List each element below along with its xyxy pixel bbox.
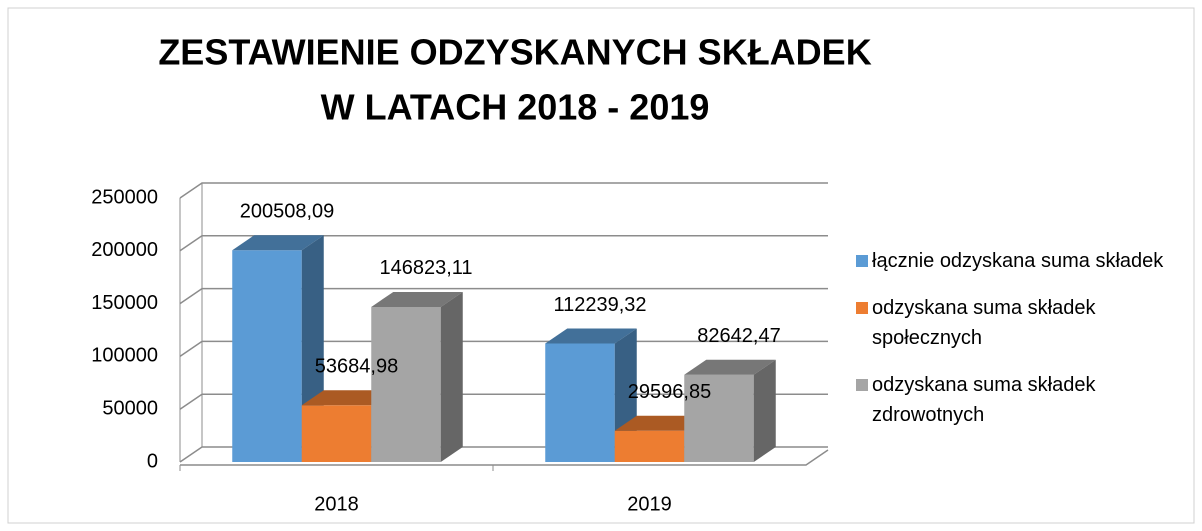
- legend-item: odzyskana suma składek zdrowotnych: [856, 370, 1186, 430]
- chart-title: W LATACH 2018 - 2019: [321, 87, 710, 128]
- bar-front: [614, 430, 685, 462]
- bar-top: [684, 359, 776, 375]
- y-tick-label: 150000: [91, 292, 158, 314]
- bar-top: [545, 328, 637, 344]
- legend-label: łącznie odzyskana suma składek: [872, 250, 1164, 272]
- legend-item: łącznie odzyskana suma składek: [856, 246, 1186, 276]
- bar-front: [545, 343, 615, 462]
- data-label: 200508,09: [240, 201, 335, 223]
- data-label: 29596,85: [628, 381, 711, 403]
- data-label: 112239,32: [553, 294, 646, 316]
- y-tick-label: 250000: [91, 186, 158, 208]
- bar-top: [371, 291, 463, 307]
- bar-front: [232, 250, 302, 462]
- y-tick-label: 50000: [102, 397, 158, 419]
- legend-label: odzyskana suma składek społecznych: [872, 297, 1096, 349]
- bar-front: [684, 374, 754, 462]
- bar-top: [232, 235, 324, 251]
- legend-swatch: [856, 255, 868, 267]
- grid-line: [179, 287, 828, 305]
- bar-front: [301, 405, 372, 462]
- grid-line: [179, 182, 828, 199]
- y-tick-label: 0: [147, 450, 158, 472]
- y-tick-label: 100000: [91, 345, 158, 367]
- bar-top: [301, 390, 394, 406]
- y-tick-label: 200000: [91, 239, 158, 261]
- bar-side: [753, 359, 776, 462]
- data-label: 82642,47: [697, 325, 780, 347]
- legend-swatch: [856, 379, 868, 391]
- legend: łącznie odzyskana suma składek odzyskana …: [856, 246, 1186, 447]
- grid-line: [179, 235, 828, 252]
- legend-item: odzyskana suma składek społecznych: [856, 293, 1186, 353]
- legend-swatch: [856, 302, 868, 314]
- chart-title: ZESTAWIENIE ODZYSKANYCH SKŁADEK: [158, 32, 871, 73]
- x-tick-label: 2019: [627, 493, 672, 515]
- x-tick-label: 2018: [314, 493, 359, 515]
- bar-side: [440, 291, 463, 462]
- data-label: 53684,98: [315, 356, 398, 378]
- bar-front: [371, 306, 441, 462]
- data-label: 146823,11: [379, 257, 472, 279]
- bar-top: [614, 415, 707, 431]
- floor-edge: [180, 449, 829, 466]
- legend-label: odzyskana suma składek zdrowotnych: [872, 374, 1096, 426]
